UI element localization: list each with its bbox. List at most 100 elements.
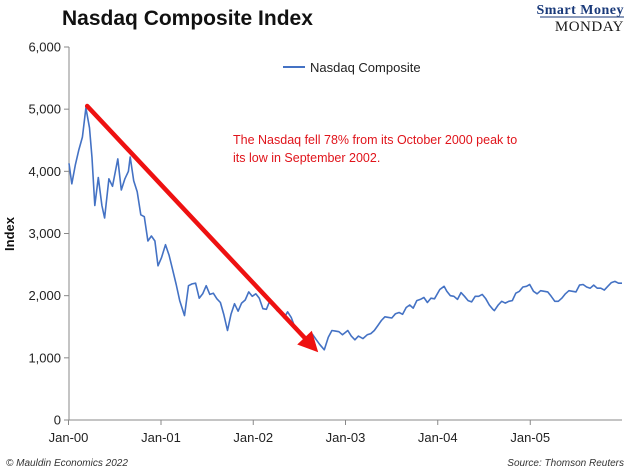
data-point (347, 329, 349, 331)
data-point (387, 316, 389, 318)
data-point (175, 283, 177, 285)
data-point (430, 297, 432, 299)
data-point (593, 284, 595, 286)
data-point (539, 290, 541, 292)
data-point (460, 291, 462, 293)
data-point (398, 311, 400, 313)
data-point (478, 295, 480, 297)
y-tick-label: 3,000 (28, 226, 61, 241)
data-point (467, 299, 469, 301)
data-point (341, 334, 343, 336)
data-point (485, 298, 487, 300)
x-tick-label: Jan-01 (141, 430, 181, 445)
data-point (111, 185, 113, 187)
data-point (97, 176, 99, 178)
data-point (525, 285, 527, 287)
data-point (529, 283, 531, 285)
data-point (373, 329, 375, 331)
data-point (571, 290, 573, 292)
data-point (515, 292, 517, 294)
data-point (331, 329, 333, 331)
data-point (140, 214, 142, 216)
data-point (575, 291, 577, 293)
data-point (401, 313, 403, 315)
data-point (380, 319, 382, 321)
data-point (191, 283, 193, 285)
data-point (564, 293, 566, 295)
data-point (501, 300, 503, 302)
y-tick-label: 2,000 (28, 288, 61, 303)
annotation-line-2: its low in September 2002. (233, 151, 380, 165)
data-point (103, 217, 105, 219)
data-point (504, 302, 506, 304)
data-point (443, 285, 445, 287)
data-point (596, 287, 598, 289)
data-point (91, 157, 93, 159)
data-point (183, 314, 185, 316)
data-point (251, 295, 253, 297)
y-tick-label: 0 (54, 413, 61, 428)
data-point (621, 282, 623, 284)
legend-label: Nasdaq Composite (310, 60, 421, 75)
data-point (78, 148, 80, 150)
trend-arrow (84, 103, 309, 342)
data-point (265, 308, 267, 310)
x-tick-label: Jan-03 (326, 430, 366, 445)
data-point (354, 339, 356, 341)
data-point (557, 300, 559, 302)
data-point (334, 330, 336, 332)
data-point (136, 191, 138, 193)
data-point (511, 299, 513, 301)
footer-source: Source: Thomson Reuters (507, 458, 624, 469)
data-point (449, 295, 451, 297)
x-tick-label: Jan-04 (418, 430, 458, 445)
data-point (226, 329, 228, 331)
brand-line-2: MONDAY (555, 19, 624, 35)
data-point (357, 335, 359, 337)
data-point (409, 304, 411, 306)
data-point (179, 299, 181, 301)
data-point (187, 285, 189, 287)
data-point (518, 290, 520, 292)
data-point (610, 281, 612, 283)
data-point (600, 287, 602, 289)
data-point (219, 301, 221, 303)
series-line-nasdaq-composite (68, 107, 622, 351)
data-point (127, 170, 129, 172)
data-point (423, 296, 425, 298)
data-point (554, 300, 556, 302)
data-point (327, 336, 329, 338)
data-point (150, 235, 152, 237)
data-point (607, 285, 609, 287)
data-point (68, 162, 70, 164)
data-point (133, 180, 135, 182)
data-point (614, 280, 616, 282)
data-point (81, 136, 83, 138)
data-point (543, 290, 545, 292)
data-point (71, 183, 73, 185)
data-point (171, 268, 173, 270)
data-point (209, 293, 211, 295)
y-tick-label: 5,000 (28, 102, 61, 117)
data-point (147, 240, 149, 242)
data-point (493, 309, 495, 311)
data-point (318, 343, 320, 345)
x-tick-label: Jan-05 (510, 430, 550, 445)
data-point (248, 291, 250, 293)
data-point (377, 324, 379, 326)
data-point (568, 290, 570, 292)
y-axis-label: Index (2, 216, 17, 251)
data-point (202, 293, 204, 295)
data-point (258, 297, 260, 299)
data-point (74, 164, 76, 166)
data-point (129, 156, 131, 158)
data-point (603, 289, 605, 291)
data-point (416, 299, 418, 301)
data-point (194, 282, 196, 284)
data-point (338, 331, 340, 333)
footer-copyright: © Mauldin Economics 2022 (6, 458, 128, 469)
data-point (474, 295, 476, 297)
data-point (198, 297, 200, 299)
x-tick-label: Jan-00 (49, 430, 89, 445)
